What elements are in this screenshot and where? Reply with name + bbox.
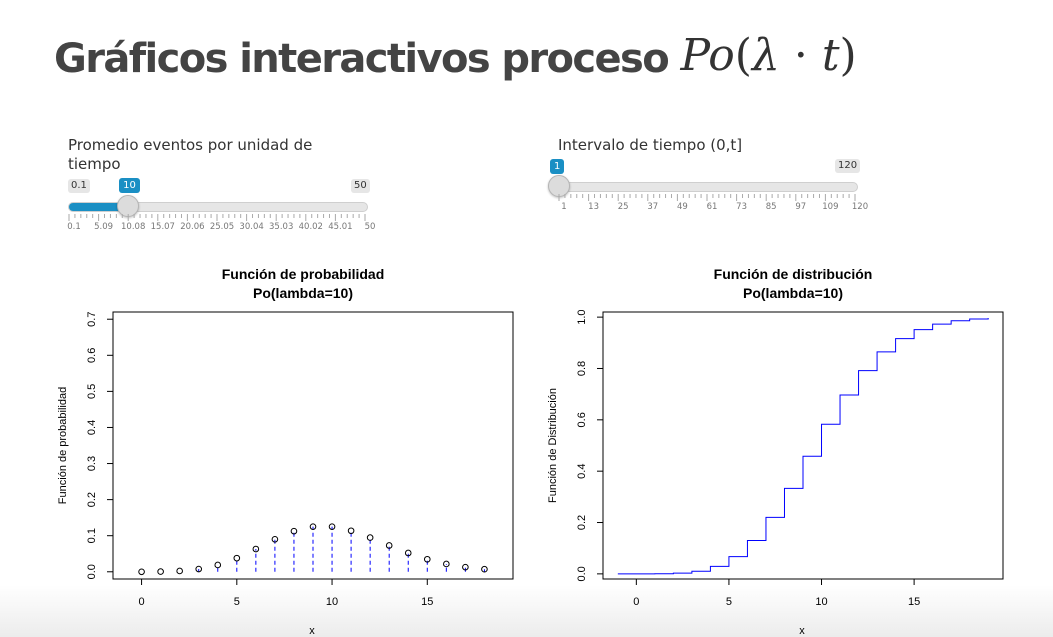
probability-chart-point (423, 555, 431, 563)
lambda-slider-tick-label: 10.08 (121, 222, 146, 232)
probability-chart-point (195, 565, 203, 573)
formula-open-paren: ( (734, 30, 752, 81)
probability-chart-point (290, 527, 298, 535)
page-title: Gráficos interactivos proceso Po(λ · t) (54, 30, 857, 90)
lambda-slider-ticks (68, 214, 366, 221)
distribution-chart-x-tick-label: 10 (815, 596, 827, 608)
probability-chart-point (214, 561, 222, 569)
distribution-chart-title: Función de distribución (714, 266, 873, 282)
formula-close-paren: ) (839, 30, 857, 81)
time-slider-max-label: 120 (835, 159, 861, 173)
probability-chart-point (443, 560, 450, 568)
probability-chart-point (481, 565, 488, 573)
lambda-slider-track[interactable] (68, 202, 368, 212)
lambda-slider-tick-label: 5.09 (94, 222, 114, 232)
probability-chart-y-tick-label: 0.3 (86, 456, 98, 471)
page-title-text: Gráficos interactivos proceso (54, 36, 670, 82)
lambda-slider-tick-label: 35.03 (269, 222, 294, 232)
time-slider-tick-label: 13 (588, 202, 600, 212)
distribution-chart-x-tick-label: 5 (726, 596, 732, 608)
time-slider-tick-label: 61 (706, 202, 718, 212)
time-slider-ticks (558, 194, 856, 201)
time-slider-label: Intervalo de tiempo (0,t] (558, 136, 743, 154)
probability-chart-point (404, 549, 412, 557)
distribution-chart-y-tick-label: 0.8 (576, 361, 588, 376)
probability-chart-point (233, 554, 241, 562)
probability-chart-x-tick-label: 5 (234, 596, 240, 608)
probability-chart-point (157, 568, 164, 575)
formula-t: t (821, 30, 840, 81)
probability-chart-y-tick-label: 0.2 (86, 492, 98, 507)
lambda-slider-tick-label: 25.05 (209, 222, 235, 232)
lambda-slider-tick-label: 40.02 (298, 222, 323, 232)
probability-chart-y-tick-label: 0.0 (86, 564, 98, 579)
probability-chart-point (138, 568, 145, 576)
probability-chart-y-tick-label: 0.6 (86, 348, 98, 363)
probability-chart: Función de probabilidad Po(lambda=10) 0 5 10… (57, 266, 514, 637)
lambda-slider-tick-label: 50 (364, 222, 376, 232)
page-title-formula: Po(λ · t) (680, 30, 856, 81)
lambda-slider-tick-label: 30.04 (239, 222, 264, 232)
lambda-slider-tick-label: 0.1 (67, 222, 81, 232)
distribution-chart-y-tick-label: 0.4 (576, 464, 588, 479)
lambda-slider-tick-label: 15.07 (150, 222, 175, 232)
probability-chart-point (271, 535, 279, 543)
probability-chart-y-tick-label: 0.1 (86, 528, 98, 543)
probability-chart-point (366, 534, 374, 541)
probability-chart-x-tick-label: 0 (139, 596, 145, 608)
probability-chart-point (176, 567, 183, 575)
probability-chart-x-tick-label: 10 (326, 596, 338, 608)
bottom-shade (0, 585, 1053, 637)
probability-chart-subtitle: Po(lambda=10) (253, 285, 353, 301)
lambda-slider-tick-label: 45.01 (328, 222, 353, 232)
probability-chart-x-axis-label: x (309, 625, 315, 637)
time-slider-tick-label: 85 (765, 202, 777, 212)
time-slider-tick-label: 73 (736, 202, 748, 212)
probability-chart-x-tick-label: 15 (421, 596, 433, 608)
time-slider-tick-label: 49 (676, 202, 688, 212)
time-slider-group: Intervalo de tiempo (0,t] 120 1 1 13 25 37 4… (548, 136, 868, 236)
lambda-slider-fill (69, 203, 129, 211)
time-slider-tick-label: 1 (561, 202, 567, 212)
distribution-chart-plot-box (602, 311, 1004, 580)
probability-chart-y-tick-label: 0.7 (86, 312, 98, 327)
distribution-chart-subtitle: Po(lambda=10) (743, 285, 843, 301)
probability-chart-y-tick-label: 0.4 (86, 420, 98, 435)
time-slider-tick-label: 37 (647, 202, 659, 212)
lambda-slider-tick-label: 20.06 (180, 222, 205, 232)
probability-chart-y-axis-label: Función de probabilidad (57, 387, 69, 504)
lambda-slider-max-label: 50 (351, 179, 370, 193)
distribution-chart-step-line (617, 318, 989, 575)
probability-chart-title: Función de probabilidad (222, 266, 385, 282)
time-slider-tick-label: 120 (851, 202, 869, 212)
distribution-chart-x-axis-label: x (799, 625, 805, 637)
distribution-chart-y-tick-label: 1.0 (576, 309, 588, 324)
lambda-slider-label: Promedio eventos por unidad de tiempo (68, 136, 313, 173)
distribution-chart-y-tick-label: 0.0 (576, 566, 588, 581)
lambda-slider-group: Promedio eventos por unidad de tiempo 0.… (67, 136, 375, 236)
formula-po: Po (680, 30, 735, 81)
lambda-slider-min-label: 0.1 (68, 179, 90, 193)
time-slider-tick-label: 97 (795, 202, 807, 212)
distribution-chart-y-axis-label: Función de Distribución (547, 388, 559, 503)
distribution-chart-x-tick-label: 15 (908, 596, 920, 608)
probability-chart-point (347, 527, 355, 535)
time-slider-value-label: 1 (550, 159, 565, 174)
lambda-slider-value-label: 10 (119, 178, 140, 193)
probability-chart-point (309, 523, 317, 530)
distribution-chart-y-tick-label: 0.6 (576, 412, 588, 427)
probability-chart-point (462, 563, 469, 571)
formula-dot: · (793, 30, 808, 81)
distribution-chart-y-tick-label: 0.2 (576, 515, 588, 530)
distribution-chart: Función de distribución Po(lambda=10) 0 5 10… (547, 266, 1004, 637)
formula-lambda: λ (751, 30, 780, 81)
distribution-chart-x-tick-label: 0 (633, 596, 639, 608)
time-slider-tick-label: 25 (617, 202, 629, 212)
probability-chart-plot-box (112, 311, 514, 580)
probability-chart-point (328, 523, 336, 530)
probability-chart-point (385, 542, 393, 549)
probability-chart-point (252, 545, 260, 553)
time-slider-tick-label: 109 (822, 202, 839, 212)
probability-chart-y-tick-label: 0.5 (86, 384, 98, 399)
